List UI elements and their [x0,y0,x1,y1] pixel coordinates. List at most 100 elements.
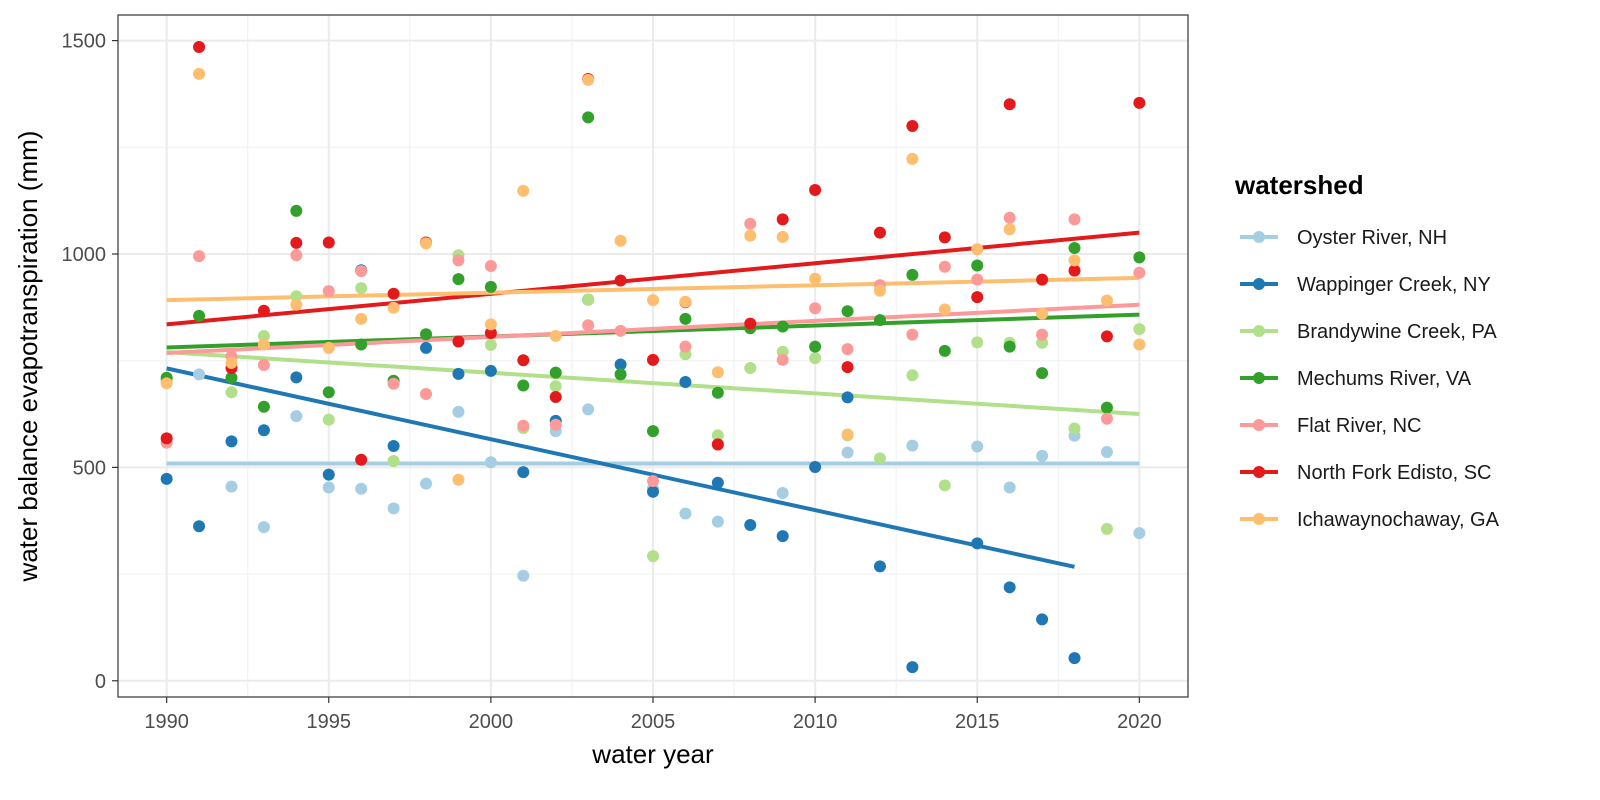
data-point-series-4 [679,312,692,325]
y-axis: 0 500 1000 1500 [62,31,118,693]
data-point-series-6 [257,304,270,317]
data-point-series-4 [938,344,951,357]
data-point-series-5 [971,273,984,286]
data-point-series-4 [971,259,984,272]
data-point-series-1 [906,439,919,452]
data-point-series-5 [517,419,530,432]
data-point-series-6 [873,226,886,239]
data-point-series-3 [322,413,335,426]
x-tick-label: 2005 [631,711,676,733]
data-point-series-4 [1133,251,1146,264]
data-point-series-6 [711,438,724,451]
x-axis: 1990 1995 2000 2005 2010 2015 2020 [144,697,1162,733]
data-point-series-1 [776,486,789,499]
legend-label: Brandywine Creek, PA [1297,321,1497,343]
data-point-series-1 [679,507,692,520]
legend-item: North Fork Edisto, SC [1240,462,1492,484]
x-tick-label: 2010 [793,711,838,733]
trend-line-series-2 [166,366,1075,569]
data-point-series-1 [1003,481,1016,494]
data-point-series-6 [322,236,335,249]
data-point-series-6 [809,183,822,196]
data-point-series-7 [647,294,659,307]
data-point-series-7 [517,184,530,197]
data-point-series-4 [582,111,595,124]
data-point-series-6 [614,274,627,287]
data-point-series-5 [549,418,562,431]
data-point-series-1 [484,456,497,469]
data-point-series-3 [355,282,368,295]
data-point-series-1 [1100,446,1113,459]
x-tick-label: 2000 [469,711,514,733]
data-point-series-7 [809,272,822,285]
data-point-series-1 [420,477,433,490]
data-point-series-7 [582,73,595,86]
legend-item: Ichawaynochaway, GA [1240,509,1500,531]
legend-label: North Fork Edisto, SC [1297,462,1492,484]
data-point-series-4 [776,320,789,333]
data-point-series-2 [1036,613,1049,626]
data-point-series-4 [809,340,822,353]
data-point-series-4 [873,314,886,327]
data-point-series-2 [841,391,854,404]
data-point-series-7 [841,428,854,441]
data-point-series-2 [387,440,400,453]
data-point-series-4 [1068,242,1081,255]
data-point-series-2 [744,519,757,532]
data-point-series-6 [744,317,757,330]
data-point-series-7 [452,473,465,486]
data-point-series-6 [193,41,206,54]
data-point-series-4 [841,305,854,318]
data-point-series-5 [420,387,433,400]
legend-label: Flat River, NC [1297,415,1421,437]
data-point-series-3 [647,550,659,563]
data-point-series-5 [1068,213,1081,226]
data-point-series-1 [517,569,530,582]
data-point-series-5 [809,302,822,315]
data-point-series-7 [225,356,238,369]
data-point-series-6 [355,453,368,466]
data-point-series-7 [290,298,303,311]
data-point-series-5 [744,217,757,230]
data-point-series-2 [193,520,206,533]
data-point-series-2 [647,485,659,498]
data-point-series-4 [355,338,368,351]
data-point-series-3 [290,290,303,303]
data-point-series-7 [160,377,173,390]
data-point-series-2 [290,371,303,384]
data-point-series-6 [160,432,173,445]
y-tick-label: 500 [73,457,106,479]
grid-major [118,15,1188,697]
data-point-series-6 [452,335,465,348]
data-point-series-5 [647,475,659,488]
legend-key-point [1253,419,1265,431]
legend-item: Mechums River, VA [1240,368,1472,390]
legend-items: Oyster River, NH Wappinger Creek, NY Brand… [1240,227,1500,531]
data-point-series-5 [776,353,789,366]
data-point-series-1 [193,368,206,381]
data-point-series-7 [257,338,270,351]
data-point-series-7 [938,303,951,316]
data-point-series-7 [1036,307,1049,320]
data-point-series-6 [517,354,530,367]
data-point-series-4 [420,328,433,341]
data-point-series-6 [1068,264,1081,277]
data-point-series-3 [744,361,757,374]
data-point-series-2 [160,472,173,485]
data-point-series-1 [355,482,368,495]
data-point-series-6 [387,287,400,300]
x-tick-label: 2020 [1117,711,1162,733]
data-point-series-2 [906,661,919,674]
data-point-series-2 [517,466,530,479]
data-point-series-5 [582,319,595,332]
data-point-series-3 [1068,422,1081,435]
data-point-series-6 [290,236,303,249]
data-point-series-4 [322,386,335,399]
data-point-series-2 [614,358,627,371]
data-point-series-7 [420,237,433,250]
data-point-series-4 [257,400,270,413]
legend-label: Ichawaynochaway, GA [1297,509,1500,531]
data-point-series-2 [1068,652,1081,665]
data-point-series-4 [517,379,530,392]
